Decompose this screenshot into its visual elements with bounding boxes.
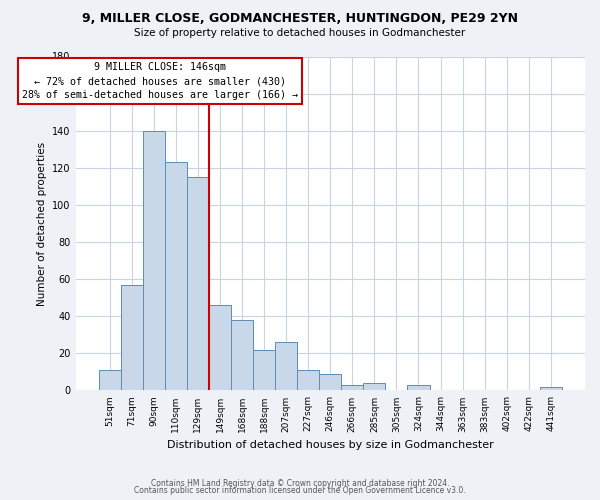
Y-axis label: Number of detached properties: Number of detached properties [37, 142, 47, 306]
Bar [121, 284, 143, 391]
Text: Contains HM Land Registry data © Crown copyright and database right 2024.: Contains HM Land Registry data © Crown c… [151, 478, 449, 488]
Bar [187, 177, 209, 390]
Bar [540, 386, 562, 390]
Bar [231, 320, 253, 390]
Bar [364, 383, 385, 390]
Bar [143, 130, 165, 390]
Bar [407, 385, 430, 390]
Text: Size of property relative to detached houses in Godmanchester: Size of property relative to detached ho… [134, 28, 466, 38]
Text: 9, MILLER CLOSE, GODMANCHESTER, HUNTINGDON, PE29 2YN: 9, MILLER CLOSE, GODMANCHESTER, HUNTINGD… [82, 12, 518, 26]
Bar [319, 374, 341, 390]
Bar [209, 305, 231, 390]
Bar [297, 370, 319, 390]
Bar [165, 162, 187, 390]
Text: Contains public sector information licensed under the Open Government Licence v3: Contains public sector information licen… [134, 486, 466, 495]
Bar [98, 370, 121, 390]
Bar [275, 342, 297, 390]
Bar [253, 350, 275, 391]
X-axis label: Distribution of detached houses by size in Godmanchester: Distribution of detached houses by size … [167, 440, 494, 450]
Text: 9 MILLER CLOSE: 146sqm
← 72% of detached houses are smaller (430)
28% of semi-de: 9 MILLER CLOSE: 146sqm ← 72% of detached… [22, 62, 298, 100]
Bar [341, 385, 364, 390]
